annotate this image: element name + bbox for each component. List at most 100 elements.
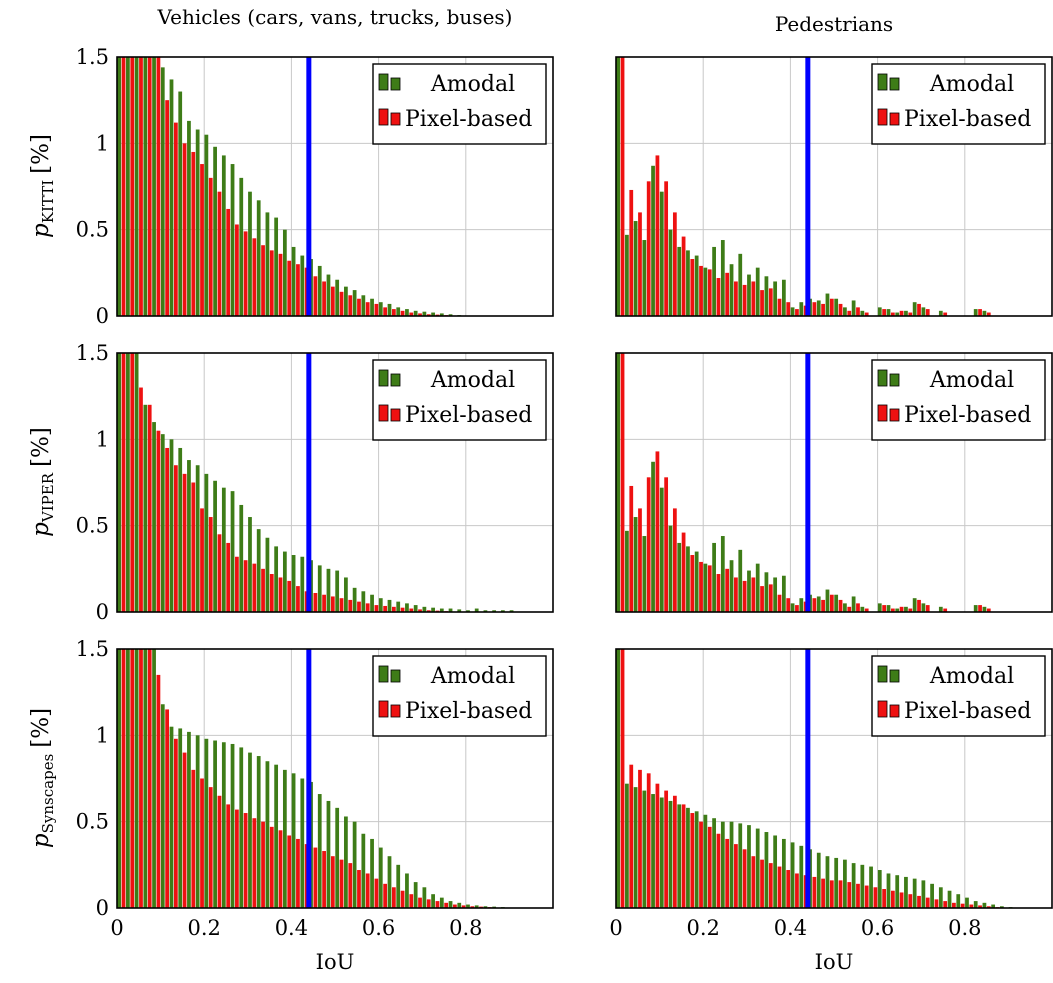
legend-swatch xyxy=(390,704,401,718)
bar-amodal xyxy=(326,568,331,612)
chart-panel-1-1: Amodal Pixel-based xyxy=(615,352,1053,613)
bar-pixel-based xyxy=(681,804,686,908)
bar-pixel-based xyxy=(330,856,335,908)
bar-pixel-based xyxy=(768,584,773,612)
bar-pixel-based xyxy=(795,605,799,612)
bar-pixel-based xyxy=(243,560,248,612)
bar-amodal xyxy=(834,594,839,612)
bar-pixel-based xyxy=(681,532,686,612)
bar-pixel-based xyxy=(313,593,318,612)
bar-amodal xyxy=(117,649,122,908)
bar-amodal xyxy=(790,603,795,612)
bar-amodal xyxy=(413,605,418,612)
y-tick-label: 1 xyxy=(96,427,109,451)
legend-swatch xyxy=(390,373,401,387)
bar-pixel-based xyxy=(908,894,913,908)
bar-pixel-based xyxy=(435,901,440,908)
bar-amodal xyxy=(886,309,891,316)
bar-pixel-based xyxy=(873,887,878,908)
bar-amodal xyxy=(448,901,453,908)
legend-label-amodal: Amodal xyxy=(430,72,515,97)
legend-swatch xyxy=(378,665,389,683)
bar-pixel-based xyxy=(707,269,712,316)
bar-amodal xyxy=(764,276,769,316)
legend-swatch xyxy=(889,704,900,718)
bar-pixel-based xyxy=(934,899,939,908)
bar-amodal xyxy=(703,814,708,908)
bar-amodal xyxy=(886,873,891,908)
bar-amodal xyxy=(361,833,366,908)
bar-pixel-based xyxy=(296,838,300,908)
bar-pixel-based xyxy=(383,605,388,612)
bar-amodal xyxy=(729,560,734,612)
bar-pixel-based xyxy=(348,863,353,908)
legend-swatch xyxy=(378,404,389,422)
xlabel-right: IoU xyxy=(815,950,854,974)
bar-pixel-based xyxy=(899,310,904,316)
bar-amodal xyxy=(300,255,305,316)
bar-pixel-based xyxy=(978,905,982,908)
bar-amodal xyxy=(799,302,804,316)
bar-amodal xyxy=(160,67,165,316)
bar-pixel-based xyxy=(470,906,475,908)
bar-pixel-based xyxy=(453,904,457,908)
legend-swatch xyxy=(877,404,888,422)
bar-pixel-based xyxy=(952,902,956,908)
bar-amodal xyxy=(274,546,279,612)
bar-amodal xyxy=(843,603,847,612)
bar-amodal xyxy=(500,610,505,612)
bar-amodal xyxy=(405,309,409,316)
bar-amodal xyxy=(869,866,873,908)
bar-pixel-based xyxy=(173,465,178,612)
legend: Amodal Pixel-based xyxy=(871,63,1046,145)
bar-amodal xyxy=(282,551,287,612)
x-tick-label: 0 xyxy=(609,916,622,940)
bar-amodal xyxy=(633,517,638,612)
bar-pixel-based xyxy=(751,856,756,908)
bar-amodal xyxy=(616,57,621,316)
bar-pixel-based xyxy=(296,264,300,316)
bar-pixel-based xyxy=(226,208,231,316)
legend-box xyxy=(372,63,547,145)
bar-amodal xyxy=(651,794,655,908)
bar-pixel-based xyxy=(191,769,196,908)
bar-pixel-based xyxy=(664,181,669,316)
bar-pixel-based xyxy=(760,586,764,612)
legend-swatch xyxy=(378,369,389,387)
bar-amodal xyxy=(816,852,821,908)
y-tick-label: 0 xyxy=(96,896,109,920)
bar-amodal xyxy=(973,901,978,908)
bar-pixel-based xyxy=(829,298,834,316)
bar-amodal xyxy=(799,598,804,612)
bar-amodal xyxy=(317,265,322,316)
bar-amodal xyxy=(938,887,943,908)
y-tick-label: 0.5 xyxy=(76,218,109,242)
bar-amodal xyxy=(973,309,978,316)
bar-pixel-based xyxy=(821,599,825,612)
bar-amodal xyxy=(616,649,621,908)
bar-pixel-based xyxy=(978,605,982,612)
bar-pixel-based xyxy=(191,482,196,612)
bar-pixel-based xyxy=(986,906,991,908)
bar-pixel-based xyxy=(812,598,817,612)
bar-amodal xyxy=(720,240,725,316)
bar-amodal xyxy=(825,589,830,612)
bar-pixel-based xyxy=(252,563,257,612)
bar-amodal xyxy=(738,823,743,908)
bar-pixel-based xyxy=(400,607,405,612)
ylabel-var: p xyxy=(28,833,54,848)
bar-amodal xyxy=(912,302,917,316)
bar-amodal xyxy=(825,293,830,316)
bar-pixel-based xyxy=(374,878,379,908)
bar-amodal xyxy=(248,517,252,612)
bar-amodal xyxy=(912,598,917,612)
bars-group xyxy=(117,57,462,316)
chart-panel-2-1: 0 0.2 0.4 0.6 0.8 Amodal Pixel-based xyxy=(609,648,1053,940)
bar-amodal xyxy=(781,838,786,908)
bar-pixel-based xyxy=(629,764,634,908)
bar-pixel-based xyxy=(330,286,335,316)
bar-pixel-based xyxy=(409,608,414,612)
chart-panel-0-1: Amodal Pixel-based xyxy=(615,56,1053,317)
bar-pixel-based xyxy=(444,902,449,908)
bar-pixel-based xyxy=(690,555,695,612)
